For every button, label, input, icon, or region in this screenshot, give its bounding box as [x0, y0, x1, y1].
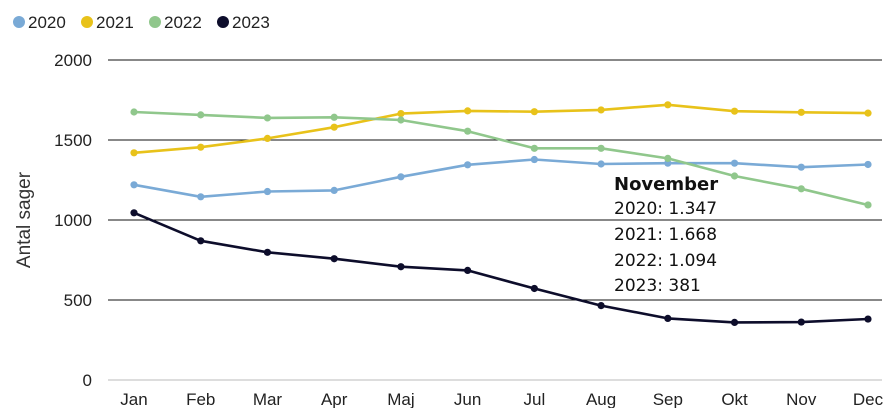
data-point-2022-Dec: [864, 201, 872, 209]
y-axis-label: Antal sager: [14, 171, 35, 268]
data-point-2020-Jun: [464, 161, 472, 169]
y-tick-label: 1000: [54, 211, 92, 230]
x-tick-label: Aug: [586, 390, 616, 408]
data-point-2023-Jul: [530, 284, 538, 293]
data-point-2023-Mar: [263, 248, 272, 256]
legend-marker: [149, 16, 161, 28]
data-point-2021-Jul: [530, 108, 538, 116]
annotation-line-2020: 2020: 1.347: [614, 199, 717, 219]
data-point-2022-Nov: [797, 185, 805, 193]
annotation-title: November: [614, 174, 718, 195]
series-2021: [130, 101, 872, 157]
data-point-2020-Nov: [797, 163, 805, 171]
legend-item-2021: 2021: [81, 13, 134, 32]
data-point-2020-Jan: [130, 181, 138, 189]
data-point-2020-Okt: [730, 159, 739, 167]
data-point-2021-Jun: [464, 107, 472, 115]
data-point-2022-Aug: [597, 144, 605, 152]
legend-item-2023: 2023: [217, 13, 270, 32]
series-2020: [130, 155, 872, 201]
data-point-2021-Apr: [330, 123, 338, 131]
data-point-2023-Jan: [130, 209, 138, 217]
data-point-2023-Jun: [464, 266, 472, 274]
data-point-2021-Okt: [730, 107, 739, 115]
data-point-2023-Feb: [197, 237, 205, 245]
data-point-2021-Jan: [130, 149, 138, 157]
data-point-2022-Jun: [464, 127, 472, 135]
data-point-2021-Nov: [797, 108, 805, 116]
data-point-2021-Aug: [597, 106, 605, 114]
legend-marker: [81, 16, 93, 28]
data-point-2023-Aug: [597, 302, 605, 310]
legend-marker: [13, 16, 25, 28]
x-tick-label: Nov: [786, 390, 817, 408]
annotation-line-2021: 2021: 1.668: [614, 225, 717, 245]
x-axis-ticks: Jan Feb Mar Apr Maj Jun Jul Aug Sep Okt Nov Dec: [120, 390, 883, 408]
y-tick-label: 0: [83, 371, 92, 390]
legend-item-2020: 2020: [13, 13, 66, 32]
y-tick-label: 1500: [54, 131, 92, 150]
x-tick-label: Okt: [721, 390, 748, 408]
data-point-2021-Feb: [197, 143, 205, 151]
series-line-2020: [132, 158, 870, 199]
annotation-line-2022: 2022: 1.094: [614, 251, 717, 271]
x-tick-label: Mar: [253, 390, 283, 408]
gridlines: [108, 59, 882, 381]
data-point-2022-Jul: [530, 144, 538, 152]
legend: 2020 2021 2022 2023: [13, 13, 270, 32]
legend-item-2022: 2022: [149, 13, 202, 32]
series-line-2021: [132, 103, 870, 155]
legend-label: 2020: [28, 13, 66, 32]
y-tick-label: 2000: [54, 51, 92, 70]
x-tick-label: Feb: [186, 390, 215, 408]
data-point-2022-Sep: [664, 154, 672, 162]
data-point-2020-Apr: [330, 186, 338, 194]
series-2022: [130, 108, 872, 209]
november-annotation: November 2020: 1.347 2021: 1.668 2022: 1…: [614, 174, 718, 296]
x-tick-label: Dec: [853, 390, 884, 408]
data-point-2020-Mar: [263, 187, 272, 196]
data-point-2021-Mar: [263, 134, 272, 142]
data-point-2022-Apr: [330, 113, 338, 121]
series-line-2022: [132, 110, 870, 207]
data-point-2023-Nov: [797, 318, 805, 326]
data-point-2021-Dec: [864, 109, 872, 117]
x-tick-label: Maj: [387, 390, 414, 408]
data-point-2020-Dec: [864, 160, 872, 169]
legend-label: 2022: [164, 13, 202, 32]
data-point-2022-Feb: [197, 111, 205, 119]
data-point-2023-Sep: [664, 314, 672, 322]
x-tick-label: Jan: [120, 390, 147, 408]
data-point-2023-Maj: [397, 263, 405, 271]
legend-label: 2023: [232, 13, 270, 32]
y-tick-label: 500: [64, 291, 92, 310]
x-tick-label: Apr: [321, 390, 348, 408]
data-point-2021-Sep: [664, 101, 672, 109]
data-point-2020-Feb: [197, 193, 205, 201]
data-point-2022-Mar: [263, 114, 272, 122]
legend-label: 2021: [96, 13, 134, 32]
data-point-2023-Apr: [330, 255, 338, 263]
data-point-2020-Maj: [397, 173, 405, 181]
data-point-2021-Maj: [397, 110, 405, 118]
series-line-2023: [132, 211, 870, 324]
data-point-2022-Jan: [130, 108, 138, 116]
annotation-line-2023: 2023: 381: [614, 276, 701, 296]
x-tick-label: Sep: [653, 390, 683, 408]
data-point-2022-Okt: [730, 172, 739, 180]
y-axis-ticks: 0 500 1000 1500 2000: [54, 51, 92, 390]
x-tick-label: Jun: [454, 390, 481, 408]
x-tick-label: Jul: [523, 390, 545, 408]
data-point-2023-Dec: [864, 315, 872, 323]
data-point-2020-Jul: [530, 155, 538, 164]
series-lines: [130, 101, 872, 326]
data-point-2022-Maj: [397, 116, 405, 124]
legend-marker: [217, 16, 229, 28]
data-point-2020-Aug: [597, 160, 605, 168]
data-point-2023-Okt: [730, 318, 739, 326]
series-2023: [130, 209, 872, 326]
